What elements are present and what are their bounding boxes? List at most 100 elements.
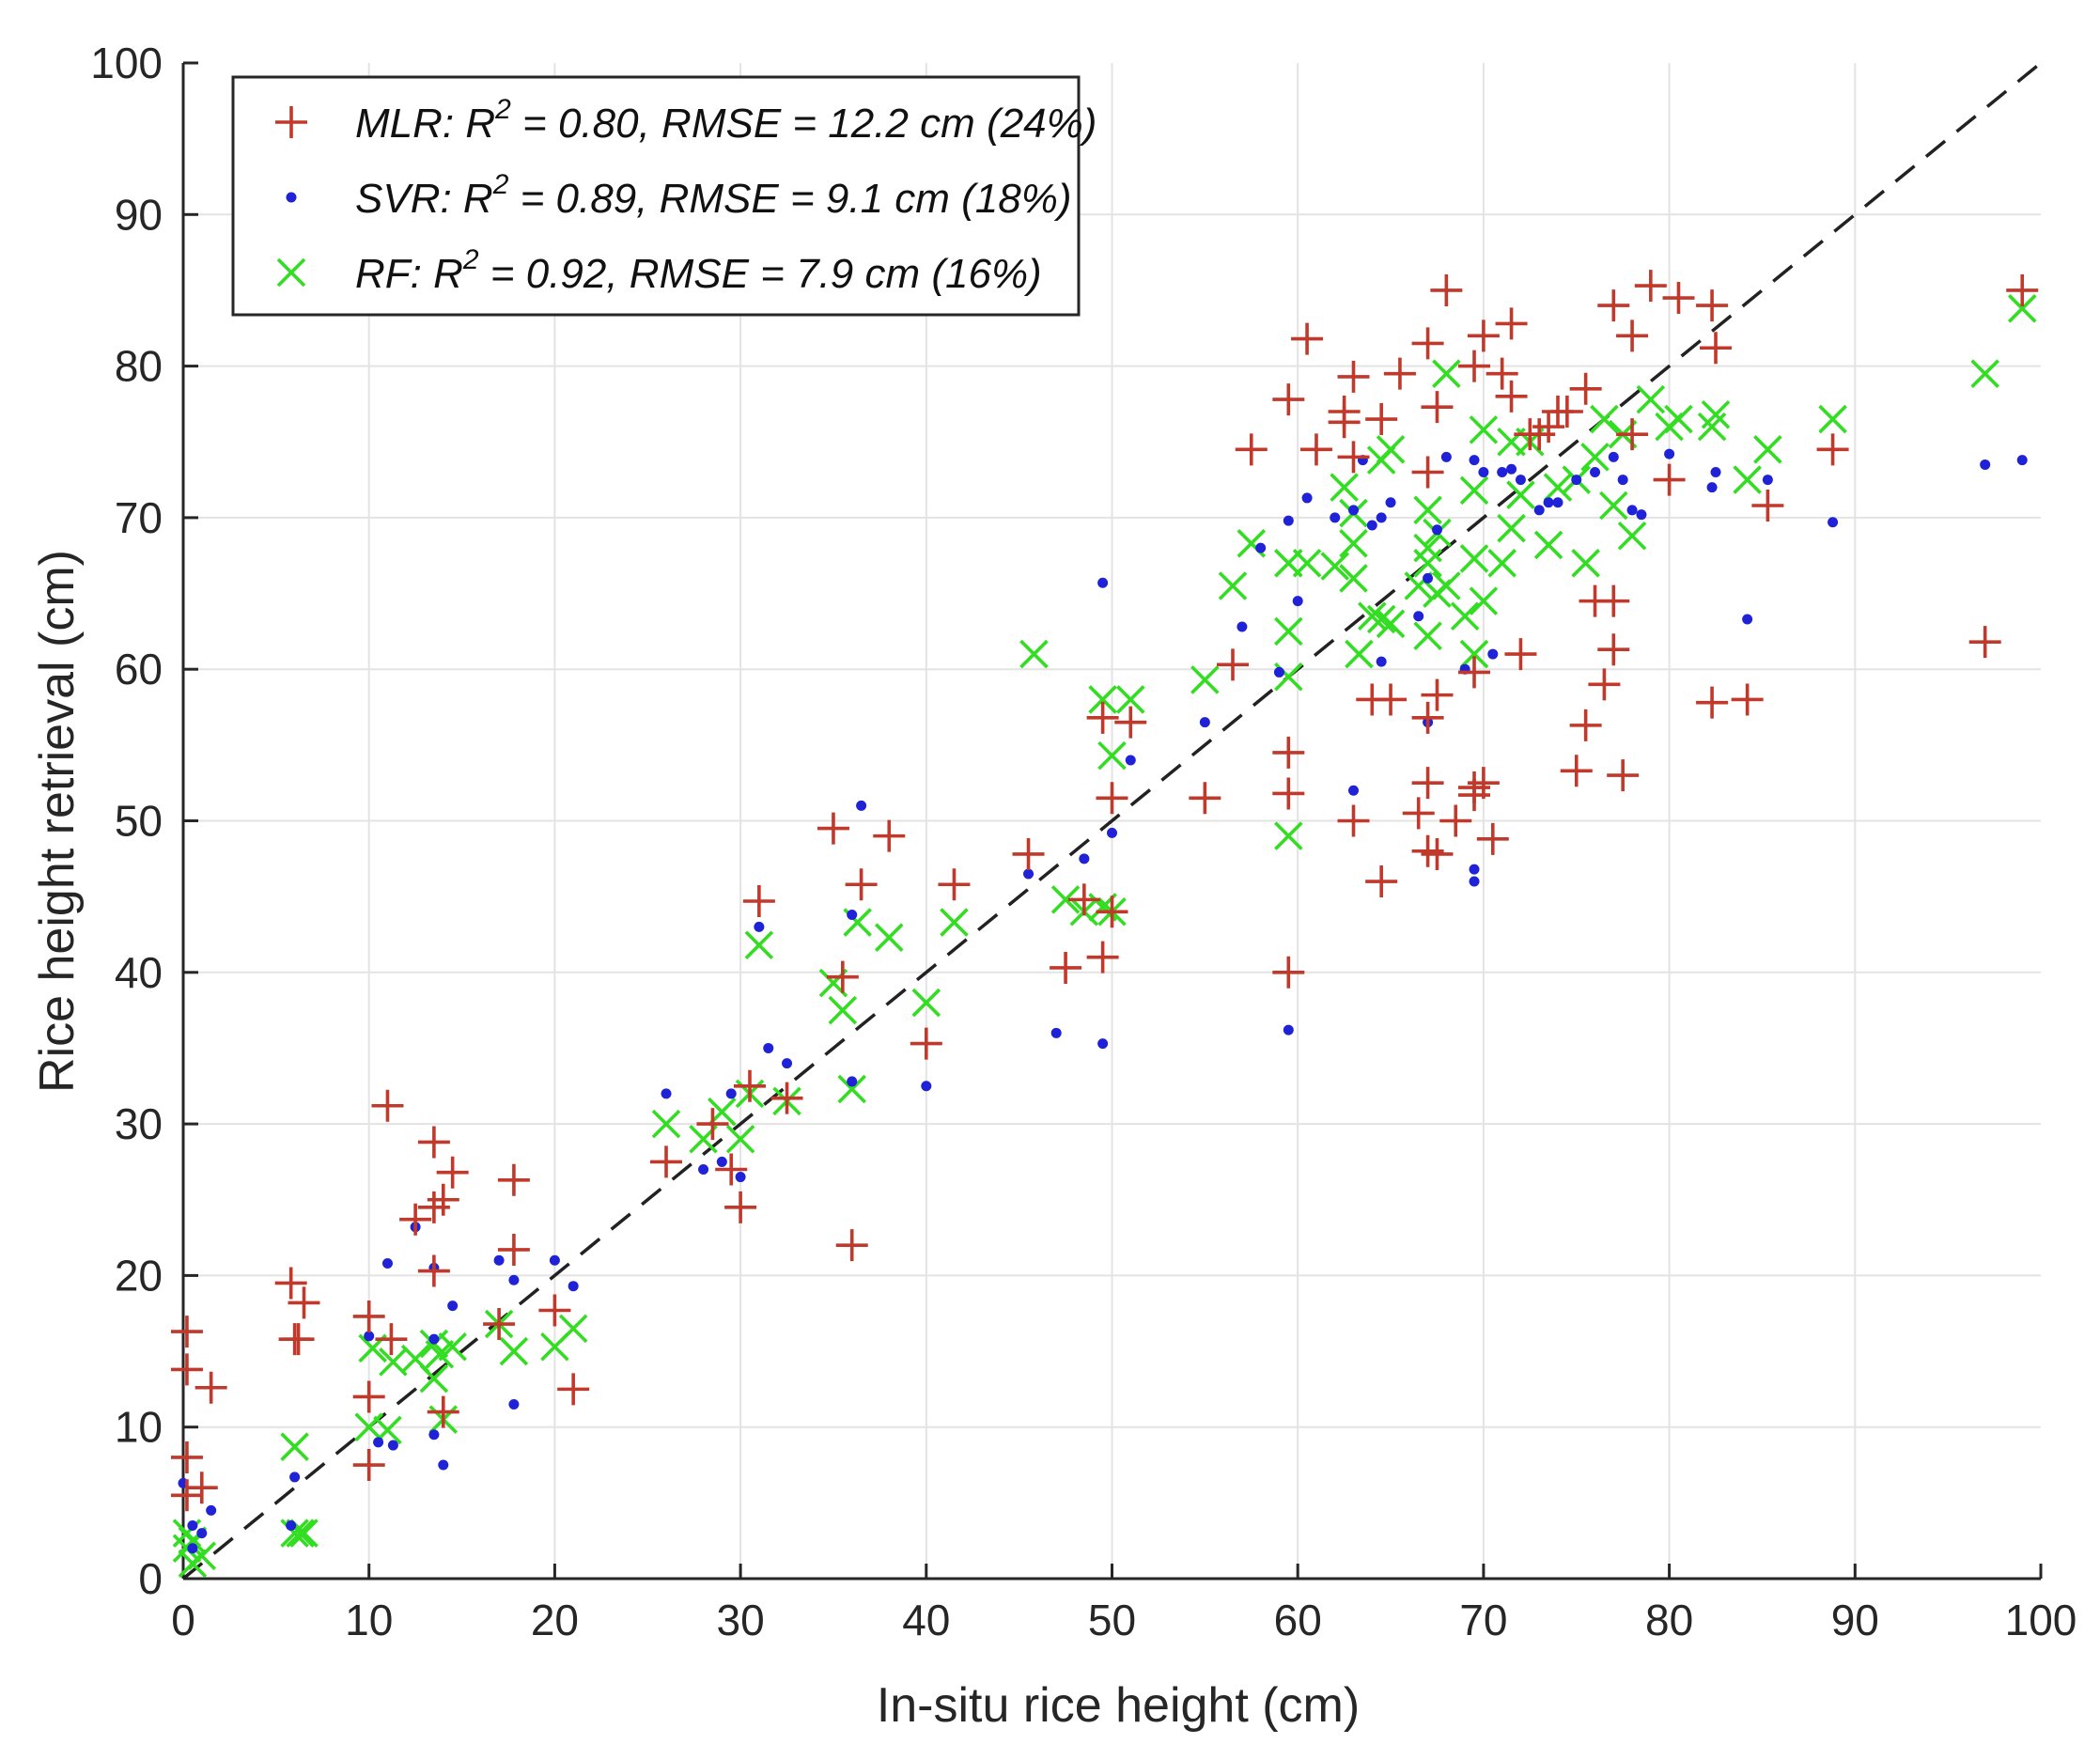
point-svr	[782, 1058, 793, 1069]
point-mlr	[170, 1316, 203, 1348]
point-svr	[1376, 512, 1387, 523]
point-svr	[549, 1254, 560, 1266]
point-svr	[1255, 542, 1267, 553]
point-svr	[493, 1254, 505, 1266]
point-mlr	[538, 1294, 571, 1327]
point-mlr	[427, 1395, 459, 1428]
point-svr	[1828, 517, 1839, 528]
point-mlr	[352, 1449, 385, 1482]
point-rf	[837, 1074, 866, 1104]
point-mlr	[1588, 668, 1621, 701]
point-rf	[1450, 601, 1480, 631]
y-tick-label: 50	[115, 797, 163, 846]
x-tick-label: 20	[531, 1596, 579, 1644]
point-mlr	[1337, 804, 1370, 837]
point-rf	[1664, 404, 1693, 434]
point-svr	[1506, 463, 1517, 475]
point-svr	[1348, 785, 1360, 796]
point-mlr	[1421, 837, 1454, 870]
point-svr	[1107, 827, 1117, 838]
point-svr	[1199, 717, 1210, 728]
point-svr	[847, 910, 858, 921]
point-svr	[373, 1437, 384, 1448]
point-mlr	[1616, 418, 1649, 451]
point-mlr	[352, 1380, 385, 1413]
point-mlr	[770, 1082, 803, 1114]
point-svr	[428, 1429, 440, 1441]
point-rf	[558, 1314, 588, 1344]
point-svr	[1762, 475, 1773, 486]
x-tick-label: 0	[171, 1596, 195, 1644]
point-mlr	[1421, 391, 1454, 424]
point-rf	[1753, 435, 1782, 464]
point-mlr	[733, 1069, 766, 1102]
point-svr	[1515, 475, 1526, 486]
legend: MLR: R2 = 0.80, RMSE = 12.2 cm (24%)SVR:…	[231, 75, 1097, 317]
x-tick-label: 80	[1645, 1596, 1693, 1644]
y-tick-label: 30	[115, 1099, 163, 1148]
x-tick-label: 30	[717, 1596, 765, 1644]
point-mlr	[1411, 456, 1444, 489]
legend-text-part: = 0.89, RMSE = 9.1 cm (18%)	[508, 176, 1071, 222]
point-mlr	[557, 1373, 590, 1406]
point-rf	[1190, 665, 1220, 694]
y-tick-label: 60	[115, 645, 163, 693]
point-mlr	[1458, 350, 1491, 382]
point-svr	[1292, 596, 1303, 607]
legend-entry-mlr: MLR: R2 = 0.80, RMSE = 12.2 cm (24%)	[355, 94, 1097, 147]
point-mlr	[1968, 626, 2001, 659]
point-svr	[1273, 666, 1284, 678]
point-svr	[206, 1504, 217, 1516]
point-svr	[381, 1257, 393, 1269]
point-rf	[1339, 529, 1368, 558]
x-tick-label: 40	[902, 1596, 950, 1644]
point-svr	[1385, 497, 1396, 508]
point-mlr	[399, 1203, 432, 1236]
point-mlr	[835, 1229, 868, 1262]
point-rf	[1376, 435, 1406, 464]
point-mlr	[1328, 406, 1361, 439]
data-points	[170, 270, 2039, 1579]
point-svr	[568, 1281, 579, 1292]
point-svr	[921, 1081, 932, 1092]
point-mlr	[715, 1153, 748, 1186]
point-mlr	[1700, 332, 1733, 365]
point-rf	[1818, 404, 1847, 434]
point-mlr	[1272, 736, 1305, 769]
point-svr	[1376, 656, 1387, 667]
point-svr	[1469, 455, 1480, 466]
point-rf	[1636, 384, 1666, 414]
point-rf	[1571, 549, 1600, 578]
point-rf	[1366, 604, 1396, 634]
point-mlr	[497, 1233, 530, 1266]
point-mlr	[1607, 759, 1640, 792]
point-svr	[1487, 648, 1499, 660]
y-tick-label: 90	[115, 190, 163, 239]
point-svr	[1710, 467, 1721, 478]
point-svr	[754, 921, 765, 932]
legend-text-part: RF:	[355, 251, 422, 297]
legend-text-part: R	[422, 251, 463, 297]
point-svr	[661, 1088, 672, 1099]
point-svr	[289, 1472, 301, 1483]
point-svr	[1301, 492, 1313, 504]
point-svr	[1980, 459, 1991, 470]
x-tick-label: 10	[345, 1596, 393, 1644]
point-mlr	[1272, 956, 1305, 989]
point-rf	[280, 1432, 309, 1461]
point-svr	[1664, 448, 1675, 459]
point-rf	[1274, 821, 1303, 850]
point-svr	[856, 800, 867, 811]
point-rf	[1274, 616, 1303, 646]
point-mlr	[170, 1479, 203, 1512]
point-svr	[1413, 611, 1424, 622]
point-mlr	[1411, 701, 1444, 734]
point-rf	[725, 1124, 755, 1154]
series-svr	[178, 448, 2028, 1554]
series-mlr	[170, 270, 2039, 1512]
x-tick-label: 70	[1459, 1596, 1507, 1644]
x-tick-label: 50	[1088, 1596, 1136, 1644]
legend-entry-rf: RF: R2 = 0.92, RMSE = 7.9 cm (16%)	[355, 244, 1042, 297]
point-mlr	[1495, 380, 1528, 413]
